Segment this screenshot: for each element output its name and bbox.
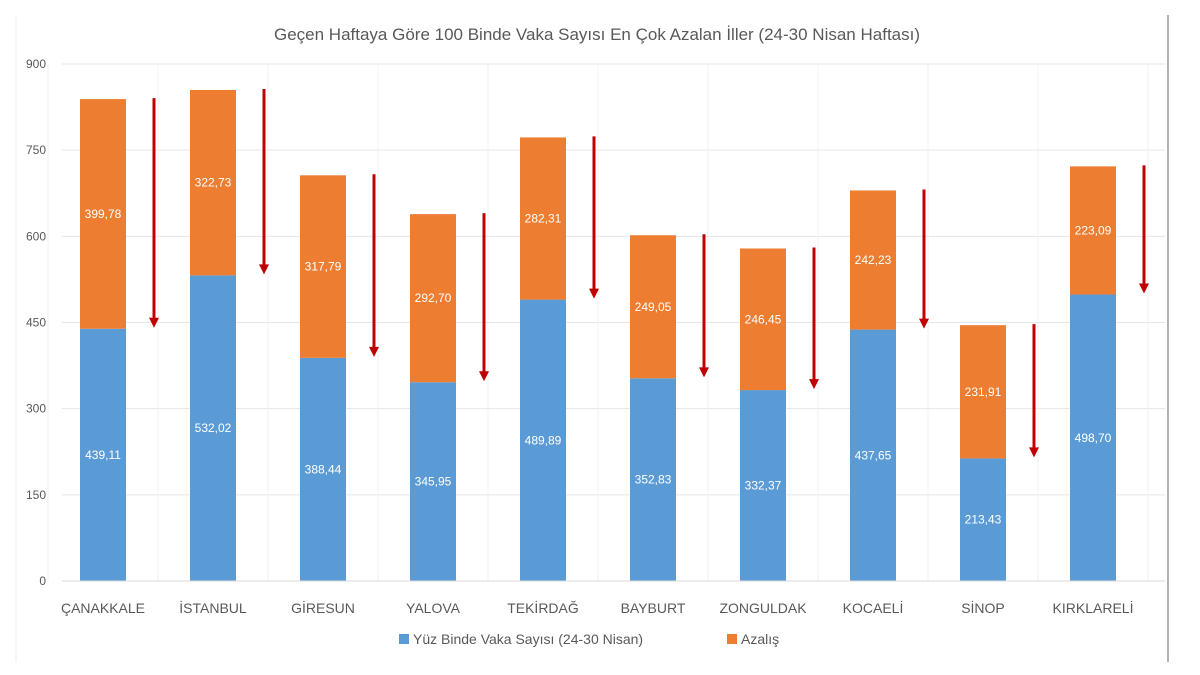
bar-azalis-4 xyxy=(520,137,566,300)
y-tick-label: 0 xyxy=(39,574,46,588)
x-tick-label: BAYBURT xyxy=(621,600,686,616)
data-label-azalis: 231,91 xyxy=(965,385,1002,399)
data-label-vaka: 532,02 xyxy=(195,421,232,435)
data-label-azalis: 282,31 xyxy=(525,211,562,225)
x-tick-label: TEKİRDAĞ xyxy=(507,599,579,616)
data-label-azalis: 223,09 xyxy=(1075,223,1112,237)
y-tick-label: 150 xyxy=(26,488,46,502)
data-label-vaka: 345,95 xyxy=(415,475,452,489)
data-label-azalis: 292,70 xyxy=(415,291,452,305)
data-label-azalis: 246,45 xyxy=(745,312,782,326)
x-tick-label: GİRESUN xyxy=(291,599,355,616)
bar-vaka-5 xyxy=(630,378,676,581)
legend-swatch xyxy=(399,634,409,644)
bar-vaka-1 xyxy=(190,275,236,581)
x-tick-label: KIRKLARELİ xyxy=(1053,599,1134,616)
decrease-arrow-head xyxy=(919,318,929,329)
data-label-vaka: 439,11 xyxy=(85,448,121,462)
decrease-arrow-head xyxy=(259,264,269,275)
gridlines xyxy=(47,63,1165,582)
legend-label: Yüz Binde Vaka Sayısı (24-30 Nisan) xyxy=(413,631,643,647)
data-label-azalis: 399,78 xyxy=(85,207,122,221)
bar-vaka-0 xyxy=(80,328,126,581)
x-axis: ÇANAKKALE İSTANBUL GİRESUN YALOVA TEKİRDAĞ BA… xyxy=(61,580,1165,616)
bar-vaka-2 xyxy=(300,357,346,581)
decrease-arrow-head xyxy=(369,346,379,357)
bar-vaka-3 xyxy=(410,382,456,581)
legend-swatch xyxy=(727,634,737,644)
bar-azalis-8 xyxy=(960,325,1006,459)
x-tick-label: YALOVA xyxy=(406,600,461,616)
bar-azalis-6 xyxy=(740,248,786,391)
decrease-arrow-head xyxy=(149,317,159,328)
bar-azalis-3 xyxy=(410,214,456,383)
data-label-azalis: 249,05 xyxy=(635,300,672,314)
data-label-vaka: 437,65 xyxy=(855,448,892,462)
legend: Yüz Binde Vaka Sayısı (24-30 Nisan) Azalı… xyxy=(399,631,779,647)
bar-vaka-8 xyxy=(960,458,1006,581)
decrease-arrow-head xyxy=(1139,283,1149,294)
y-tick-label: 450 xyxy=(26,316,46,330)
y-tick-label: 750 xyxy=(26,143,46,157)
data-label-vaka: 352,83 xyxy=(635,473,672,487)
bar-vaka-4 xyxy=(520,299,566,581)
bar-vaka-9 xyxy=(1070,294,1116,581)
bars: 439,11 399,78 532,02 322,73 388,44 317,79 345,… xyxy=(80,88,1149,581)
y-tick-label: 300 xyxy=(26,402,46,416)
decrease-arrow-head xyxy=(589,288,599,299)
x-tick-label: İSTANBUL xyxy=(179,599,247,616)
data-label-vaka: 213,43 xyxy=(965,513,1002,527)
bar-azalis-7 xyxy=(850,190,896,330)
bar-azalis-0 xyxy=(80,99,126,329)
data-label-vaka: 332,37 xyxy=(745,479,782,493)
decrease-arrow-head xyxy=(479,371,489,382)
y-tick-label: 600 xyxy=(26,229,46,243)
x-tick-label: ZONGULDAK xyxy=(719,600,807,616)
data-label-azalis: 317,79 xyxy=(305,260,342,274)
data-label-azalis: 322,73 xyxy=(195,176,232,190)
x-tick-label: SİNOP xyxy=(961,599,1005,616)
bar-vaka-7 xyxy=(850,329,896,581)
bar-azalis-2 xyxy=(300,175,346,358)
bar-azalis-9 xyxy=(1070,166,1116,295)
data-label-vaka: 388,44 xyxy=(305,462,342,476)
y-tick-label: 900 xyxy=(26,57,46,71)
data-label-vaka: 489,89 xyxy=(525,433,562,447)
x-tick-label: ÇANAKKALE xyxy=(61,600,145,616)
decrease-arrow-head xyxy=(1029,447,1039,458)
legend-label: Azalış xyxy=(741,631,779,647)
decrease-arrow-head xyxy=(809,379,819,390)
bar-vaka-6 xyxy=(740,390,786,581)
bar-azalis-1 xyxy=(190,89,236,276)
chart-title: Geçen Haftaya Göre 100 Binde Vaka Sayısı… xyxy=(274,25,920,44)
x-tick-label: KOCAELİ xyxy=(843,599,904,616)
data-label-vaka: 498,70 xyxy=(1075,431,1112,445)
bar-azalis-5 xyxy=(630,235,676,379)
data-label-azalis: 242,23 xyxy=(855,253,892,267)
decrease-arrow-head xyxy=(699,367,709,378)
y-axis: 0 150 300 450 600 750 900 xyxy=(26,57,46,588)
